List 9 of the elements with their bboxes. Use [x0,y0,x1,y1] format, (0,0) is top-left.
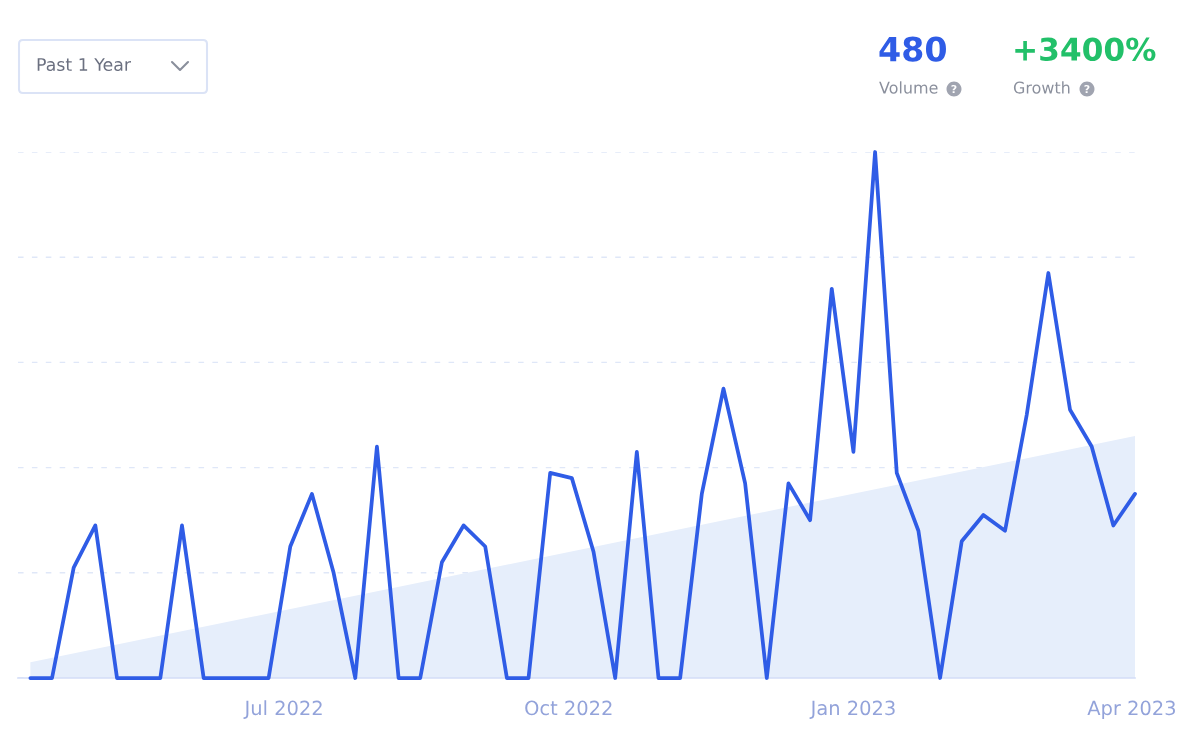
text: +3400% [1015,37,1156,62]
text: 480 [879,36,946,62]
text: Growth [1013,81,1070,94]
x-tick-label: Apr 2023 [1087,700,1175,720]
x-tick-label: Oct 2022 [525,700,612,716]
text: Past 1 Year [37,58,132,72]
text: Volume [879,81,938,94]
x-tick-label: Jul 2022 [243,700,322,719]
x-tick-label: Jan 2023 [809,700,895,719]
